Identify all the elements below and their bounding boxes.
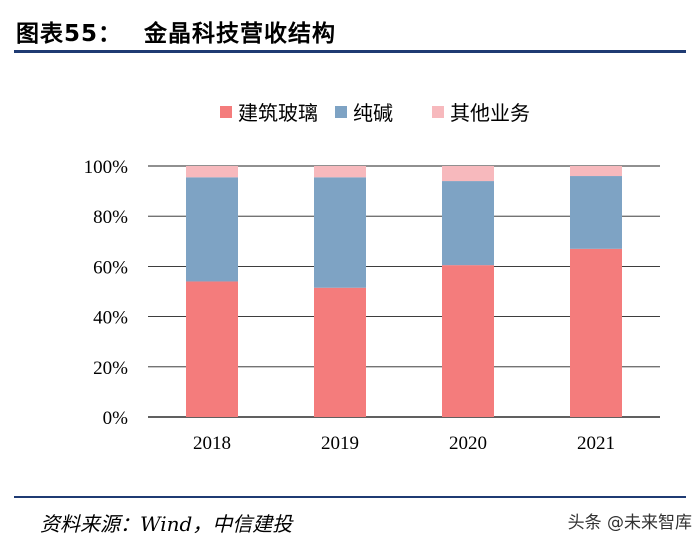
y-tick-label: 100%: [84, 157, 129, 178]
bar-segment: [442, 166, 494, 182]
x-tick-label: 2020: [449, 433, 487, 454]
watermark: 头条 @未来智库: [568, 508, 692, 533]
bars: [186, 166, 622, 417]
legend-swatch: [335, 106, 347, 118]
legend-label: 其他业务: [450, 101, 530, 125]
source-note: 资料来源：Wind，中信建投: [40, 512, 293, 536]
bottom-rule: [14, 496, 686, 498]
top-rule: [14, 50, 686, 53]
figure-number: 图表55：: [16, 21, 123, 47]
y-tick-label: 80%: [93, 207, 128, 228]
x-tick-label: 2021: [577, 433, 615, 454]
y-tick-label: 20%: [93, 358, 128, 379]
y-axis: 0% 20% 40% 60% 80% 100%: [84, 157, 129, 429]
y-tick-label: 0%: [103, 408, 129, 429]
legend-swatch: [220, 106, 232, 118]
bar-segment: [186, 177, 238, 282]
figure-title: 图表55： 金晶科技营收结构: [16, 14, 336, 48]
bar-segment: [570, 248, 622, 417]
bar-segment: [570, 166, 622, 177]
legend-swatch: [432, 106, 444, 118]
bar-segment: [186, 281, 238, 417]
legend-label: 纯碱: [353, 101, 393, 125]
bar-segment: [314, 287, 366, 417]
watermark-text: 头条 @未来智库: [567, 513, 692, 533]
x-axis: 2018 2019 2020 2021: [193, 433, 615, 454]
y-tick-label: 60%: [93, 257, 128, 278]
y-tick-label: 40%: [93, 308, 128, 329]
x-tick-label: 2019: [321, 433, 359, 454]
bar-segment: [442, 181, 494, 266]
bar-segment: [570, 176, 622, 249]
legend: 建筑玻璃 纯碱 其他业务: [220, 101, 530, 125]
x-tick-label: 2018: [193, 433, 231, 454]
bar-segment: [186, 166, 238, 178]
bar-segment: [442, 265, 494, 417]
figure-title-text: 金晶科技营收结构: [144, 21, 337, 47]
bar-segment: [314, 177, 366, 288]
legend-label: 建筑玻璃: [238, 101, 318, 125]
bar-segment: [314, 166, 366, 178]
